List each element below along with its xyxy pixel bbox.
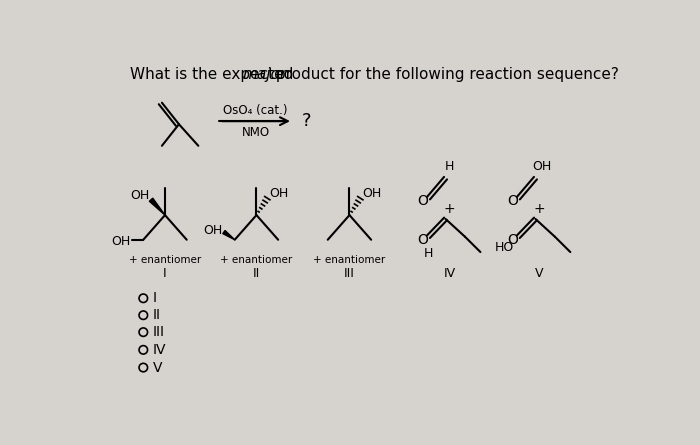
Text: III: III [344,267,355,280]
Text: V: V [535,267,544,280]
Text: OH: OH [362,187,381,200]
Text: O: O [507,233,517,247]
Text: major: major [242,67,286,82]
Text: OH: OH [130,189,150,202]
Text: I: I [163,267,167,280]
Text: IV: IV [443,267,456,280]
Text: OH: OH [112,235,131,248]
Text: + enantiomer: + enantiomer [220,255,293,265]
Text: +: + [444,202,455,216]
Text: NMO: NMO [241,126,270,139]
Text: OH: OH [269,187,288,200]
Text: II: II [253,267,260,280]
Text: + enantiomer: + enantiomer [129,255,201,265]
Text: I: I [153,291,157,305]
Text: +: + [533,202,545,216]
Polygon shape [223,231,234,240]
Text: H: H [444,160,454,173]
Text: III: III [153,325,164,339]
Polygon shape [149,198,165,215]
Text: + enantiomer: + enantiomer [314,255,386,265]
Text: product for the following reaction sequence?: product for the following reaction seque… [271,67,619,82]
Text: What is the expected: What is the expected [130,67,298,82]
Text: ?: ? [302,112,312,130]
Text: V: V [153,360,162,375]
Text: OsO₄ (cat.): OsO₄ (cat.) [223,104,288,117]
Text: H: H [424,247,433,260]
Text: O: O [417,233,428,247]
Text: O: O [507,194,517,208]
Text: IV: IV [153,343,166,357]
Text: OH: OH [532,160,552,173]
Text: O: O [417,194,428,208]
Text: OH: OH [203,224,223,237]
Text: II: II [153,308,160,322]
Text: HO: HO [494,241,514,254]
